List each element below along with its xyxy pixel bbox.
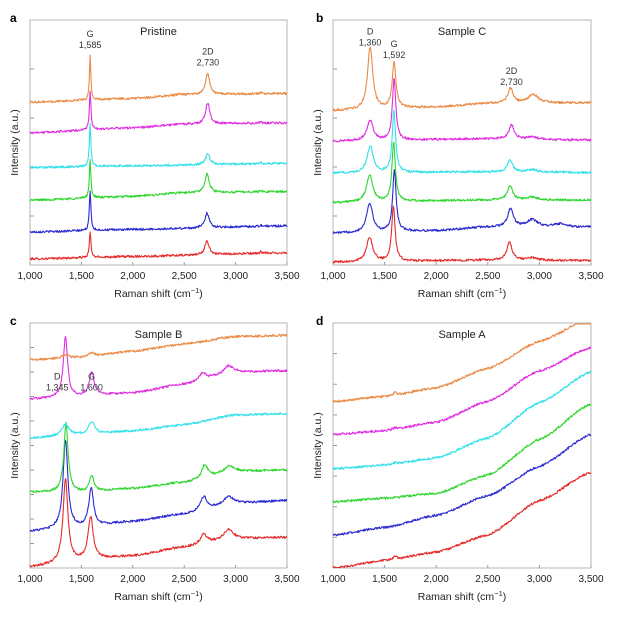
panel-title: Sample B: [135, 329, 183, 341]
plot-frame: [29, 322, 288, 569]
panel-title: Sample C: [438, 26, 486, 38]
peak-annotation-label: G: [87, 29, 94, 39]
series-line-green: [332, 403, 592, 504]
x-tick-label: 3,000: [527, 574, 552, 585]
panel-letter: b: [316, 11, 323, 25]
x-tick-label: 3,500: [578, 574, 603, 585]
peak-annotation-value: 1,585: [79, 40, 102, 50]
x-tick-label: 3,500: [274, 574, 299, 585]
x-tick-label: 1,000: [17, 574, 42, 585]
x-tick-label: 2,000: [424, 271, 449, 282]
panel-c: c 1,000 1,500 2,000 2,500 3,000 3,500 Raman shi…: [9, 314, 300, 603]
x-tick-label: 2,500: [475, 574, 500, 585]
panel-letter: d: [316, 314, 323, 328]
x-tick-label: 2,500: [172, 271, 197, 282]
x-axis-label: Raman shift (cm−1): [114, 286, 203, 300]
x-tick-label: 3,000: [223, 271, 248, 282]
series-line-blue: [29, 190, 288, 234]
x-tick-label: 1,500: [69, 574, 94, 585]
panel-d: d 1,000 1,500 2,000 2,500 3,000 3,500 Raman shi…: [312, 314, 604, 603]
series-line-magenta: [332, 346, 592, 436]
y-axis-label: Intensity (a.u.): [312, 109, 324, 176]
series-line-red: [29, 231, 288, 261]
x-tick-label: 1,500: [372, 271, 397, 282]
series-line-blue: [332, 433, 592, 537]
x-axis-label: Raman shift (cm−1): [418, 589, 507, 603]
series-line-magenta: [29, 90, 288, 134]
series-line-green: [332, 141, 592, 204]
panel-b: b 1,000 1,500 2,000 2,500 3,000 3,500 Raman shi…: [312, 11, 604, 300]
series-line-red: [29, 478, 288, 568]
x-axis-label: Raman shift (cm−1): [114, 589, 203, 603]
x-tick-label: 1,500: [372, 574, 397, 585]
panel-title: Sample A: [438, 329, 486, 341]
x-tick-label: 3,000: [223, 574, 248, 585]
panel-title: Pristine: [140, 26, 177, 38]
y-axis-label: Intensity (a.u.): [9, 412, 21, 479]
series-line-magenta: [332, 77, 592, 143]
x-tick-label: 1,500: [69, 271, 94, 282]
series-line-blue: [29, 440, 288, 532]
panel-a: a 1,000 1,500 2,000 2,500 3,000 3,500 Raman shi…: [9, 11, 300, 300]
series-line-orange: [332, 323, 592, 403]
series-line-red: [332, 471, 592, 569]
plot-frame: [332, 322, 592, 569]
peak-annotation-value: 1,592: [383, 50, 406, 60]
peak-annotation-label: 2D: [506, 66, 518, 76]
x-tick-label: 1,000: [17, 271, 42, 282]
series-line-orange: [29, 54, 288, 104]
series-line-green: [29, 422, 288, 493]
peak-annotation-label: 2D: [202, 46, 214, 56]
series-line-blue: [332, 168, 592, 235]
x-tick-label: 2,000: [120, 574, 145, 585]
x-axis-label: Raman shift (cm−1): [418, 286, 507, 300]
series-line-cyan: [29, 123, 288, 169]
peak-annotation-label: G: [391, 39, 398, 49]
peak-annotation-value: 2,730: [197, 57, 220, 67]
series-line-orange: [29, 333, 288, 362]
series-line-red: [332, 205, 592, 264]
series-line-magenta: [29, 335, 288, 400]
peak-annotation-value: 2,730: [500, 77, 523, 87]
peak-annotation-label: D: [367, 27, 374, 37]
x-tick-label: 3,500: [578, 271, 603, 282]
plot-frame: [29, 19, 288, 266]
y-axis-label: Intensity (a.u.): [9, 109, 21, 176]
x-tick-label: 1,000: [320, 271, 345, 282]
x-tick-label: 3,500: [274, 271, 299, 282]
x-tick-label: 2,000: [120, 271, 145, 282]
peak-annotation-label: G: [88, 371, 95, 381]
series-line-cyan: [332, 109, 592, 175]
peak-annotation-value: 1,345: [46, 382, 69, 392]
peak-annotation-value: 1,360: [359, 38, 382, 48]
peak-annotation-label: D: [54, 371, 61, 381]
series-line-orange: [332, 46, 592, 112]
x-tick-label: 2,500: [475, 271, 500, 282]
plot-frame: [332, 19, 592, 266]
series-line-cyan: [29, 412, 288, 440]
series-line-cyan: [332, 370, 592, 471]
peak-annotation-value: 1,600: [80, 382, 103, 392]
series-line-green: [29, 158, 288, 202]
panel-letter: a: [10, 11, 17, 25]
y-axis-label: Intensity (a.u.): [312, 412, 324, 479]
x-tick-label: 1,000: [320, 574, 345, 585]
x-tick-label: 3,000: [527, 271, 552, 282]
panel-letter: c: [10, 314, 17, 328]
x-tick-label: 2,000: [424, 574, 449, 585]
x-tick-label: 2,500: [172, 574, 197, 585]
